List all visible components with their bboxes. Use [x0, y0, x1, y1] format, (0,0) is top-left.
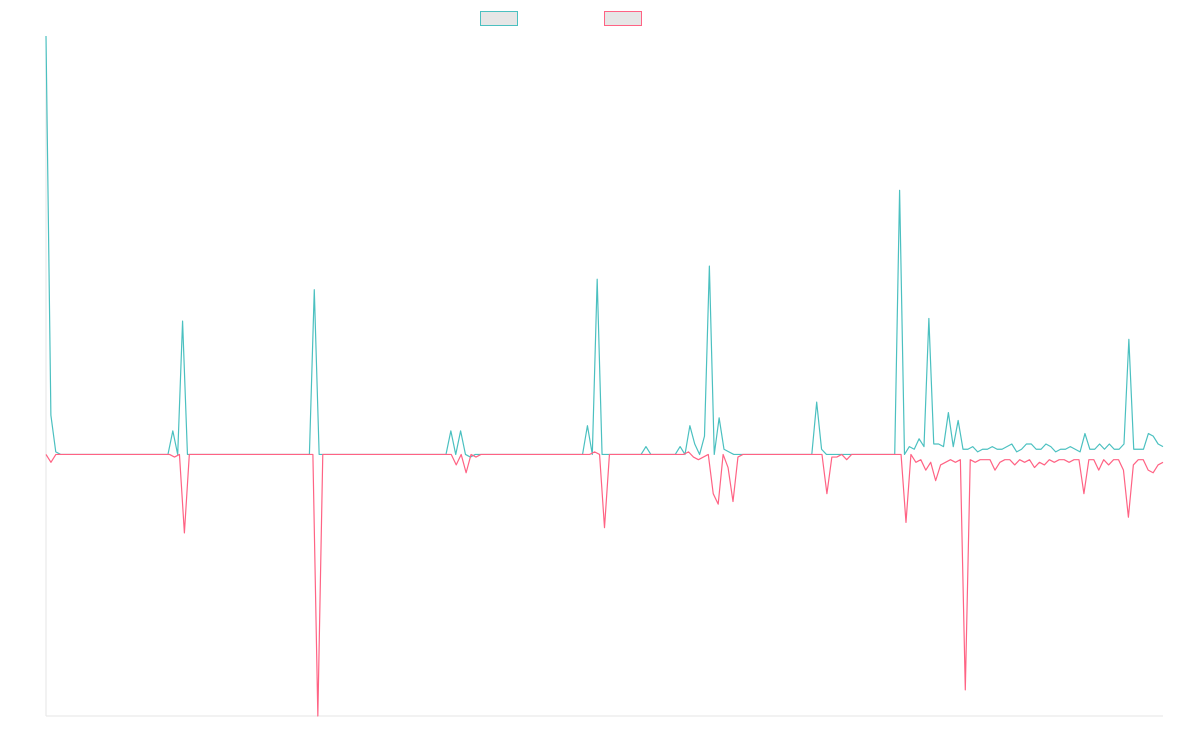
legend-swatch-series-1	[480, 10, 518, 26]
series-layer	[45, 35, 1164, 717]
axes	[45, 36, 1163, 717]
legend-item-series-2[interactable]	[604, 9, 648, 27]
legend	[480, 9, 646, 27]
series-line-2[interactable]	[45, 451, 1164, 717]
series-line-1[interactable]	[45, 35, 1164, 458]
legend-item-series-1[interactable]	[480, 9, 524, 27]
legend-swatch-series-2	[604, 10, 642, 26]
